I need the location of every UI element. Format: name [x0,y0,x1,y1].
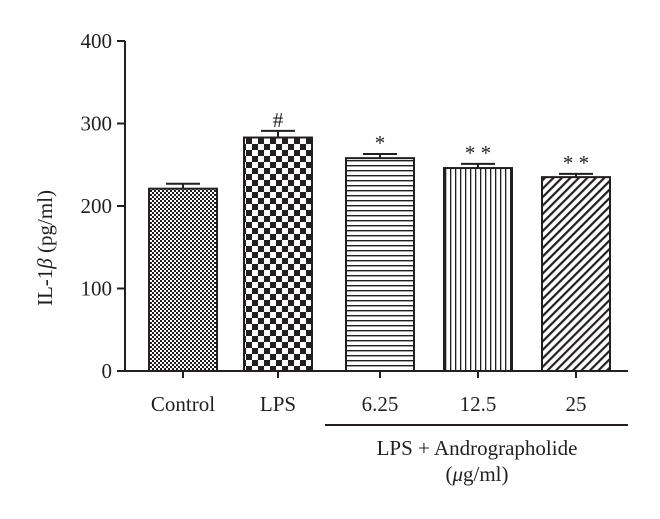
significance-mark: * [375,131,386,155]
group-label-line1: LPS + Andrographolide [377,436,578,460]
y-axis-title: IL-1β (pg/ml) [33,190,57,306]
group-label-unit: g/ml) [463,462,509,486]
plot-area: 0 100 200 300 400 Control # LPS * 6.25 * * 12.5 * * 2… [81,29,628,416]
bar [443,167,513,372]
bar [148,187,218,372]
bar [345,157,415,372]
x-tick-label: 12.5 [460,392,497,416]
y-tick-label: 100 [81,277,113,301]
y-axis-title-unit: (pg/ml) [33,190,57,258]
y-tick-label: 400 [81,29,113,53]
group-label-mu: μ [451,462,463,486]
y-axis-title-prefix: IL-1 [33,269,57,306]
group-label-paren: ( [445,462,452,486]
y-axis-title-beta: β [33,258,57,270]
bar [541,176,611,372]
y-tick-label: 200 [81,194,113,218]
x-tick-label: 6.25 [362,392,399,416]
bar [243,136,313,372]
x-tick-label: LPS [260,392,296,416]
x-tick-label: 25 [566,392,587,416]
y-tick-label: 300 [81,112,113,136]
group-label-line2: (μg/ml) [445,462,508,486]
y-tick-label: 0 [102,359,113,383]
significance-mark: * * [563,151,589,175]
x-tick-label: Control [151,392,215,416]
significance-mark: * * [465,141,491,165]
significance-mark: # [273,108,284,132]
